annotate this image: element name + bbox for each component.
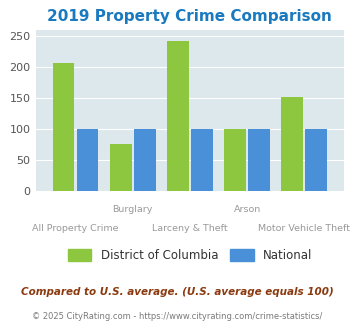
Bar xyxy=(248,129,270,191)
Bar xyxy=(191,129,213,191)
Bar xyxy=(282,97,303,191)
Text: Arson: Arson xyxy=(234,205,261,214)
Text: © 2025 CityRating.com - https://www.cityrating.com/crime-statistics/: © 2025 CityRating.com - https://www.city… xyxy=(32,312,323,321)
Bar xyxy=(224,129,246,191)
Bar xyxy=(53,63,75,191)
Text: Compared to U.S. average. (U.S. average equals 100): Compared to U.S. average. (U.S. average … xyxy=(21,287,334,297)
Text: Larceny & Theft: Larceny & Theft xyxy=(152,224,228,233)
Bar xyxy=(305,129,327,191)
Text: Motor Vehicle Theft: Motor Vehicle Theft xyxy=(258,224,350,233)
Text: Burglary: Burglary xyxy=(113,205,153,214)
Legend: District of Columbia, National: District of Columbia, National xyxy=(63,244,317,266)
Text: All Property Crime: All Property Crime xyxy=(32,224,119,233)
Bar xyxy=(167,41,189,191)
Bar xyxy=(77,129,98,191)
Title: 2019 Property Crime Comparison: 2019 Property Crime Comparison xyxy=(48,9,332,24)
Bar xyxy=(110,144,132,191)
Bar xyxy=(134,129,155,191)
